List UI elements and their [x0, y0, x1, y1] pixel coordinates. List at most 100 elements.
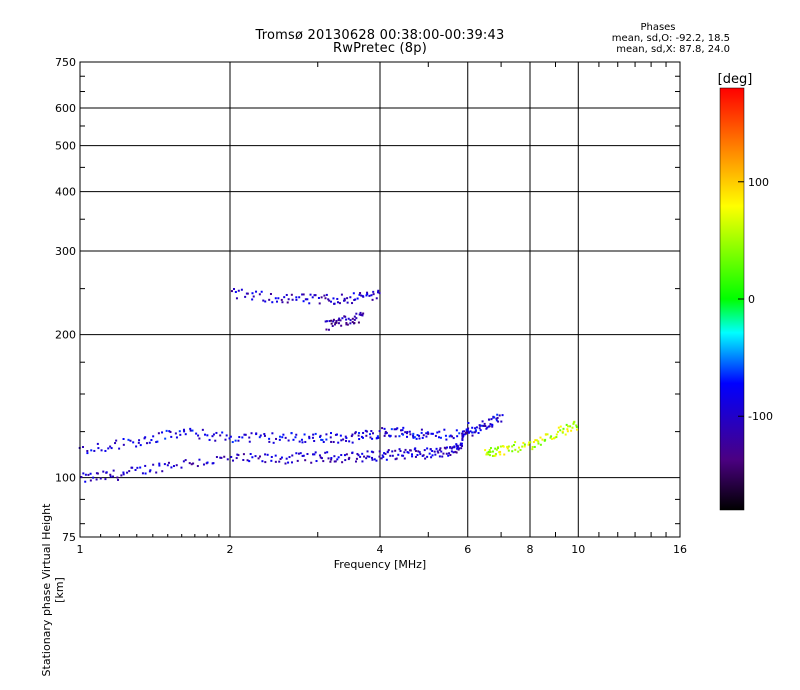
data-point — [320, 457, 323, 460]
data-point — [354, 460, 357, 463]
data-point — [344, 315, 347, 318]
data-point — [353, 315, 356, 318]
data-point — [248, 440, 251, 443]
data-point — [564, 433, 567, 436]
data-point — [337, 319, 340, 322]
data-point — [448, 435, 451, 438]
data-point — [330, 440, 333, 443]
data-point — [354, 432, 357, 435]
data-point — [361, 460, 364, 463]
data-point — [116, 476, 119, 479]
data-point — [488, 418, 491, 421]
data-point — [291, 298, 294, 301]
data-point — [143, 437, 146, 440]
data-point — [361, 436, 364, 439]
data-point — [373, 458, 376, 461]
data-point — [456, 445, 459, 448]
data-point — [429, 448, 432, 451]
data-point — [499, 445, 502, 448]
data-point — [383, 452, 386, 455]
data-point — [118, 447, 121, 450]
data-point — [302, 454, 305, 457]
data-point — [462, 434, 465, 437]
data-point — [332, 441, 335, 444]
data-point — [461, 439, 464, 442]
data-point — [358, 313, 361, 316]
data-point — [495, 419, 498, 422]
data-point — [474, 427, 477, 430]
data-point — [99, 477, 102, 480]
data-point — [157, 432, 160, 435]
data-point — [354, 431, 357, 434]
data-point — [571, 426, 574, 429]
data-point — [258, 293, 261, 296]
data-point — [165, 429, 168, 432]
data-point — [155, 471, 158, 474]
data-point — [341, 317, 344, 320]
data-point — [333, 460, 336, 463]
data-point — [358, 438, 361, 441]
phases-o-stats: mean, sd,O: -92.2, 18.5 — [611, 33, 730, 44]
data-point — [170, 435, 173, 438]
data-point — [313, 440, 316, 443]
data-point — [334, 323, 337, 326]
data-point — [134, 468, 137, 471]
data-point — [426, 455, 429, 458]
data-point — [397, 453, 400, 456]
data-point — [120, 474, 123, 477]
data-point — [333, 302, 336, 305]
data-point — [270, 459, 273, 462]
data-point — [430, 432, 433, 435]
data-point — [306, 453, 309, 456]
data-point — [291, 461, 294, 464]
data-point — [263, 432, 266, 435]
data-point — [295, 298, 298, 301]
x-tick-label: 2 — [227, 543, 234, 556]
data-point — [421, 436, 424, 439]
data-point — [280, 298, 283, 301]
data-point — [167, 461, 170, 464]
data-point — [346, 301, 349, 304]
data-point — [365, 430, 368, 433]
data-point — [573, 420, 576, 423]
data-point — [236, 453, 239, 456]
data-point — [451, 446, 454, 449]
data-point — [328, 299, 331, 302]
data-point — [280, 456, 283, 459]
data-point — [150, 439, 153, 442]
data-point — [86, 449, 89, 452]
data-point — [282, 433, 285, 436]
data-point — [378, 292, 381, 295]
data-point — [372, 451, 375, 454]
data-point — [327, 298, 330, 301]
data-point — [274, 297, 277, 300]
data-point — [330, 300, 333, 303]
data-point — [412, 432, 415, 435]
data-point — [365, 457, 368, 460]
grid-lines — [80, 62, 680, 537]
data-point — [158, 462, 161, 465]
data-point — [347, 317, 350, 320]
data-point — [198, 458, 201, 461]
data-point — [557, 426, 560, 429]
data-point — [135, 445, 138, 448]
data-point — [279, 457, 282, 460]
x-axis-label: Frequency [MHz] — [333, 558, 427, 571]
data-point — [241, 436, 244, 439]
data-point — [388, 434, 391, 437]
data-point — [105, 471, 108, 474]
data-point — [152, 463, 155, 466]
data-point — [517, 450, 520, 453]
data-point — [322, 460, 325, 463]
data-point — [281, 301, 284, 304]
data-point — [318, 435, 321, 438]
data-point — [325, 328, 328, 331]
data-point — [537, 442, 540, 445]
data-point — [254, 455, 257, 458]
data-point — [389, 435, 392, 438]
data-point — [212, 462, 215, 465]
data-point — [228, 437, 231, 440]
y-tick-label: 600 — [55, 102, 76, 115]
data-point — [572, 422, 575, 425]
data-point — [471, 434, 474, 437]
